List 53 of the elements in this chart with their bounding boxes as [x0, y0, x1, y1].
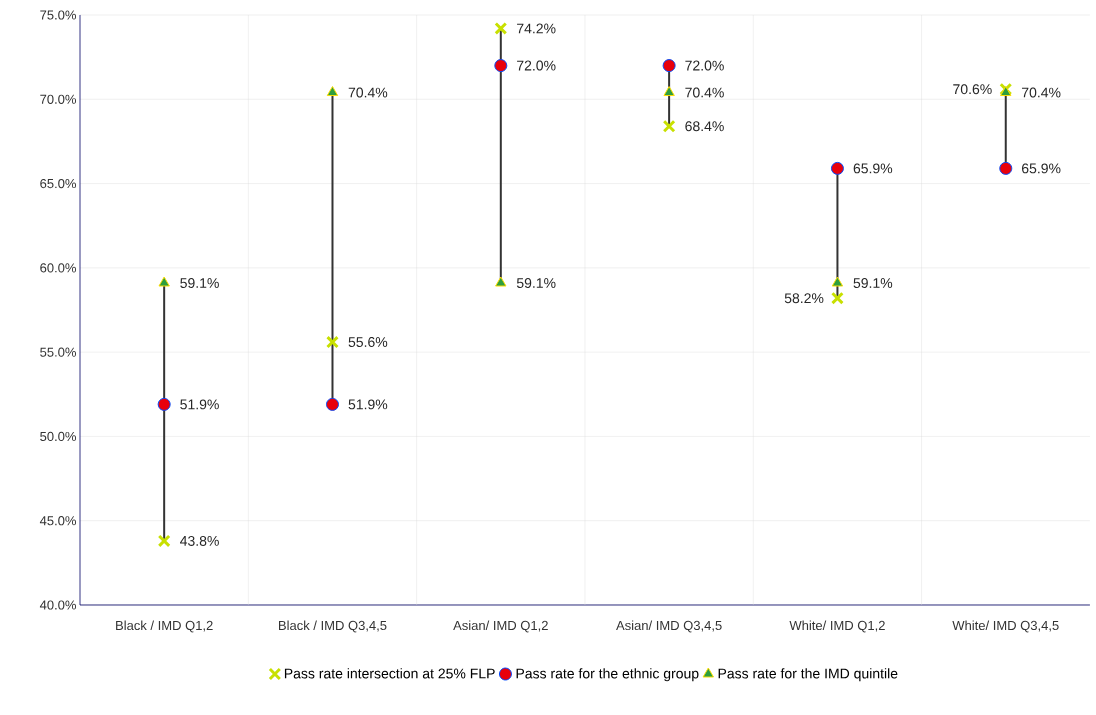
data-label: 70.6% — [953, 84, 992, 95]
point — [831, 276, 844, 287]
y-tick-label: 45.0% — [39, 516, 77, 526]
data-label: 51.9% — [348, 399, 388, 410]
y-tick-label: 40.0% — [39, 600, 77, 610]
data-label: 72.0% — [517, 60, 556, 71]
data-label: 59.1% — [853, 278, 893, 288]
point — [157, 397, 171, 411]
point — [325, 397, 339, 411]
data-label: 70.4% — [348, 87, 388, 98]
y-tick-label: 50.0% — [40, 431, 77, 442]
point — [495, 276, 507, 287]
point — [830, 161, 844, 175]
point — [999, 161, 1013, 175]
legend-label: Pass rate for the IMD quintile — [718, 668, 898, 682]
data-label: 72.0% — [685, 60, 724, 71]
x-tick-label: Black / IMD Q1,2 — [116, 620, 213, 633]
point — [999, 82, 1013, 96]
x-tick-label: Asian/ IMD Q1,2 — [453, 620, 548, 633]
x-tick-label: Black / IMD Q3,4,5 — [279, 620, 387, 633]
point — [494, 59, 508, 73]
point — [326, 335, 339, 349]
point — [1000, 86, 1012, 97]
data-label: 43.8% — [180, 535, 219, 546]
data-label: 55.6% — [348, 337, 388, 347]
y-tick-label: 75.0% — [40, 10, 77, 20]
data-label: 74.2% — [517, 23, 556, 34]
point — [830, 291, 844, 305]
data-label: 59.1% — [180, 278, 219, 288]
x-tick-label: White/ IMD Q3,4,5 — [952, 620, 1059, 633]
legend-label: Pass rate intersection at 25% FLP — [284, 668, 495, 679]
data-label: 58.2% — [784, 293, 824, 304]
data-label: 70.4% — [1022, 87, 1061, 98]
point — [662, 59, 676, 73]
x-tick-label: Asian/ IMD Q3,4,5 — [616, 620, 722, 633]
data-label: 65.9% — [853, 163, 893, 174]
data-label: 51.9% — [180, 399, 219, 410]
point — [157, 534, 171, 548]
x-tick-label: White/ IMD Q1,2 — [789, 620, 885, 633]
y-tick-label: 55.0% — [40, 347, 77, 357]
legend-label: Pass rate for the ethnic group — [516, 668, 699, 682]
point — [158, 276, 170, 287]
point — [663, 86, 675, 97]
y-tick-label: 70.0% — [40, 94, 77, 104]
data-label: 65.9% — [1022, 163, 1061, 174]
y-tick-label: 65.0% — [40, 178, 77, 189]
y-tick-label: 60.0% — [40, 263, 77, 273]
data-label: 70.4% — [685, 87, 724, 98]
data-label: 68.4% — [685, 121, 724, 132]
data-label: 59.1% — [516, 278, 556, 288]
point — [662, 119, 676, 133]
point — [326, 86, 339, 97]
point — [494, 22, 508, 35]
